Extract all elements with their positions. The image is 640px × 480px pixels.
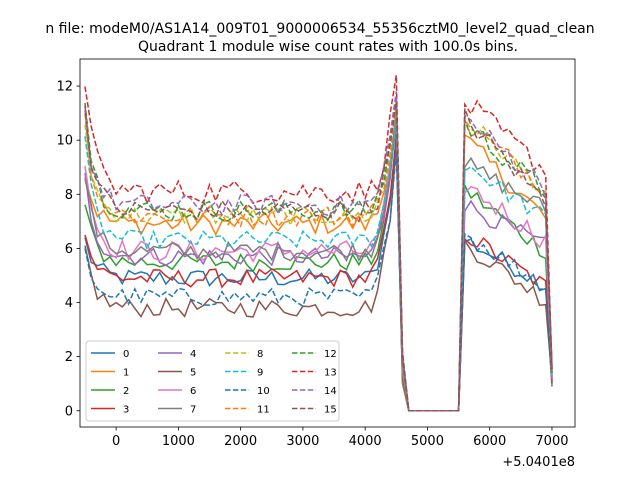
- y-tick-label: 12: [56, 80, 73, 95]
- legend-label-10: 10: [257, 386, 270, 397]
- x-offset-label: +5.0401e8: [502, 455, 575, 470]
- legend-label-3: 3: [123, 405, 129, 416]
- legend-label-9: 9: [257, 368, 263, 379]
- x-tick-label: 3000: [286, 434, 319, 449]
- y-tick-label: 2: [65, 350, 73, 365]
- legend-label-7: 7: [190, 405, 196, 416]
- legend-label-5: 5: [190, 368, 196, 379]
- y-tick-label: 6: [65, 242, 73, 257]
- series-line-6: [84, 118, 553, 412]
- chart-title: Quadrant 1 module wise count rates with …: [138, 39, 518, 55]
- series-line-14: [84, 91, 553, 412]
- axes-frame: [79, 58, 576, 428]
- series-line-11: [84, 99, 553, 412]
- y-tick-label: 10: [56, 134, 73, 149]
- legend-label-14: 14: [324, 386, 337, 397]
- legend-label-8: 8: [257, 349, 263, 360]
- x-tick-label: 7000: [535, 434, 568, 449]
- x-tick-label: 6000: [473, 434, 506, 449]
- series-line-9: [84, 121, 553, 412]
- legend-label-0: 0: [123, 349, 129, 360]
- y-tick-label: 8: [65, 188, 73, 203]
- series-line-15: [84, 102, 553, 412]
- series-line-2: [84, 123, 553, 412]
- legend-label-15: 15: [324, 405, 337, 416]
- legend-label-13: 13: [324, 368, 337, 379]
- series-line-7: [84, 107, 553, 412]
- x-tick-label: 2000: [224, 434, 257, 449]
- series-line-5: [84, 145, 553, 412]
- legend-label-11: 11: [257, 405, 270, 416]
- legend-label-6: 6: [190, 386, 196, 397]
- series-line-3: [84, 140, 553, 412]
- series-line-10: [84, 150, 553, 412]
- x-tick-label: 1000: [162, 434, 195, 449]
- series-line-1: [84, 113, 553, 412]
- x-tick-label: 4000: [349, 434, 382, 449]
- x-tick-label: 0: [112, 434, 120, 449]
- figure-suptitle: n file: modeM0/AS1A14_009T01_9000006534_…: [45, 21, 594, 37]
- y-tick-label: 4: [65, 296, 73, 311]
- legend-label-2: 2: [123, 386, 129, 397]
- legend-label-4: 4: [190, 349, 196, 360]
- y-tick-label: 0: [65, 404, 73, 419]
- series-line-13: [84, 75, 553, 412]
- plot-area: [84, 75, 553, 412]
- x-tick-label: 5000: [411, 434, 444, 449]
- legend-label-12: 12: [324, 349, 337, 360]
- legend-box: [85, 340, 340, 422]
- legend-label-1: 1: [123, 368, 129, 379]
